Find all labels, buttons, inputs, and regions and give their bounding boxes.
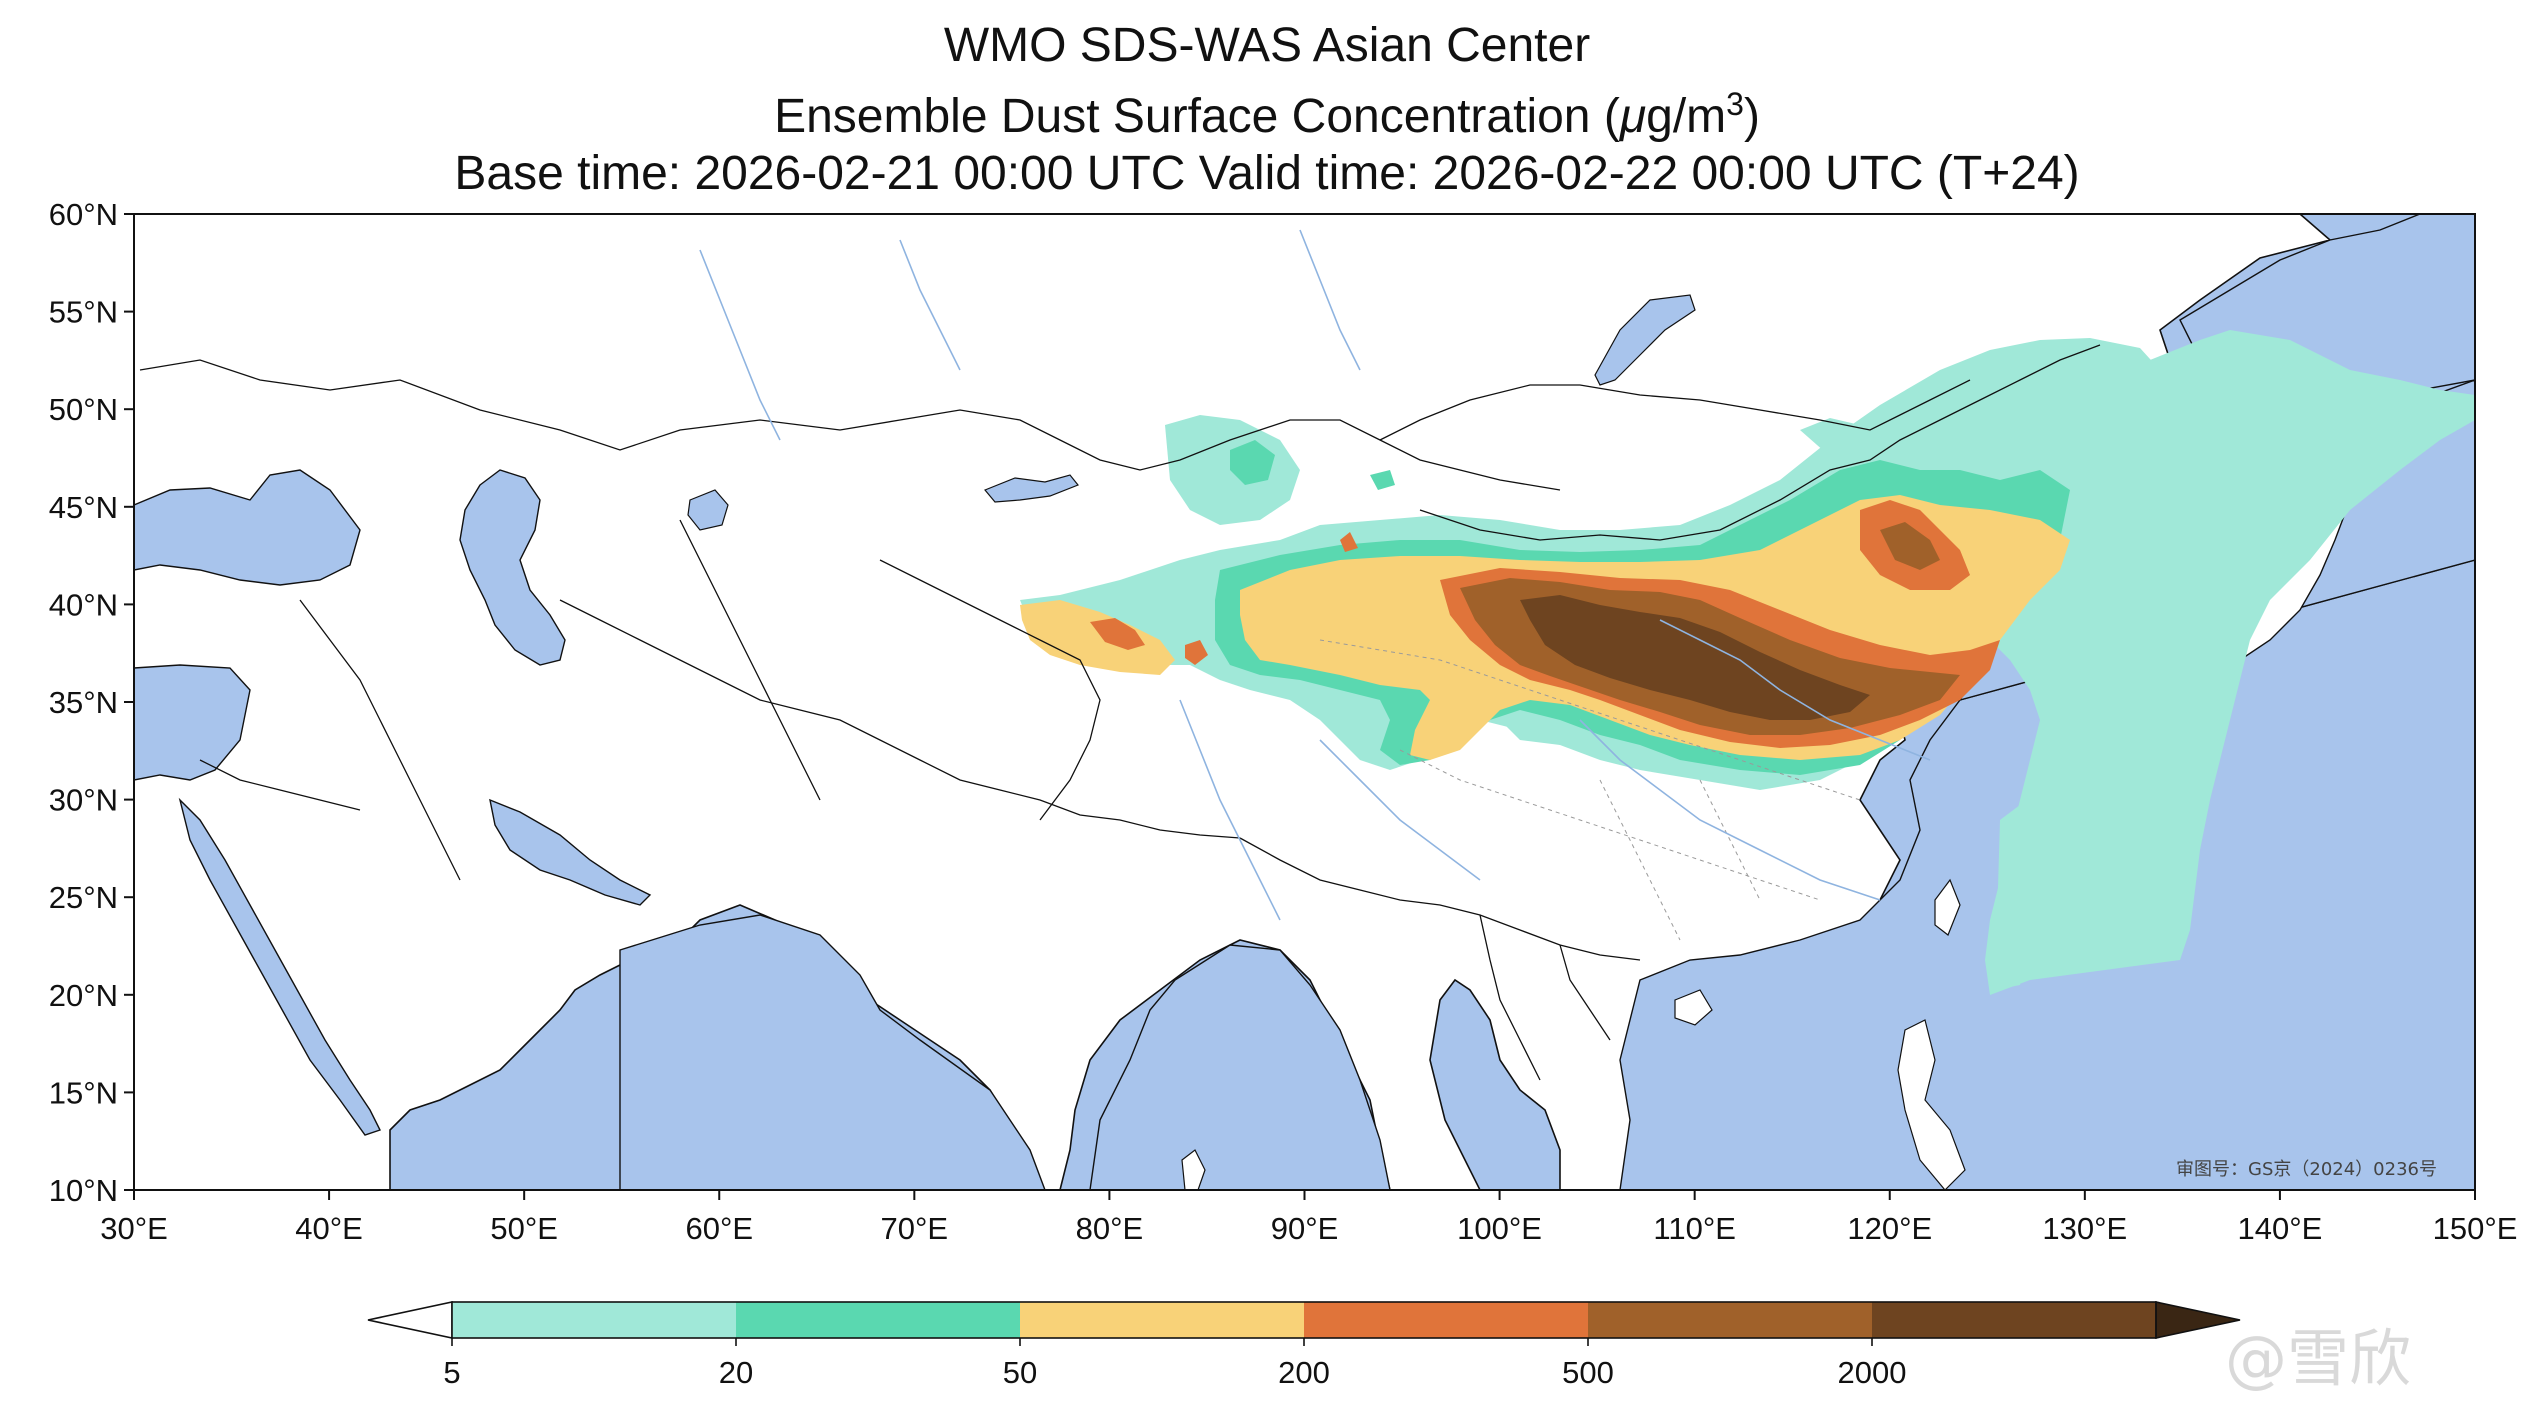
persian-gulf: [489, 798, 652, 906]
lat-tick-label: 45°N: [49, 490, 118, 525]
title-variable-mu: μ: [1619, 90, 1647, 143]
dust-200-500-small: [1340, 532, 1358, 552]
dust-field: [1020, 330, 2475, 995]
colorbar-swatch: [736, 1302, 1021, 1338]
colorbar-label: 200: [1278, 1355, 1330, 1390]
lon-tick-label: 50°E: [490, 1211, 558, 1246]
colorbar-swatch: [1872, 1302, 2157, 1338]
sri-lanka: [1181, 1149, 1206, 1190]
lon-tick-label: 110°E: [1653, 1211, 1736, 1246]
lon-tick-label: 120°E: [1847, 1211, 1932, 1246]
lat-tick-label: 35°N: [49, 685, 118, 720]
aral-sea: [687, 489, 729, 531]
dust-50-200-west: [1020, 600, 1175, 675]
title-variable: Ensemble Dust Surface Concentration (μg/…: [0, 86, 2534, 144]
title-main: WMO SDS-WAS Asian Center: [943, 19, 1591, 72]
title-variable-sup: 3: [1726, 86, 1744, 122]
lat-tick-label: 60°N: [49, 197, 118, 232]
title-variable-suffix: ): [1743, 90, 1760, 143]
colorbar-swatch: [1020, 1302, 1305, 1338]
dust-5-20-east: [1970, 330, 2475, 995]
lat-tick-label: 25°N: [49, 880, 118, 915]
lon-tick-label: 70°E: [881, 1211, 949, 1246]
colorbar-label: 20: [719, 1355, 753, 1390]
dust-20-50-kazakh: [1230, 440, 1275, 485]
lon-tick-label: 150°E: [2433, 1211, 2518, 1246]
lon-tick-label: 30°E: [100, 1211, 168, 1246]
taiwan: [1934, 878, 1961, 936]
dust-5-20-sea: [1995, 760, 2100, 990]
bay-of-bengal: [1089, 944, 1391, 1190]
lat-tick-label: 30°N: [49, 783, 118, 818]
rivers: [699, 229, 1931, 921]
title-variable-unit: g/m: [1646, 90, 1727, 143]
lon-tick-label: 40°E: [295, 1211, 363, 1246]
watermark-text: @雪欣: [2225, 1322, 2411, 1395]
black-sea: [134, 469, 361, 586]
arabian-sea: [619, 914, 1046, 1190]
hainan: [1674, 989, 1713, 1026]
dust-200-500-west2: [1185, 640, 1208, 665]
latitude-axis: 60°N 55°N 50°N 45°N 40°N 35°N 30°N 25°N 20°N 15°N…: [49, 197, 134, 1208]
dust-200-500-west: [1090, 618, 1145, 650]
lon-tick-label: 90°E: [1271, 1211, 1339, 1246]
lat-tick-label: 40°N: [49, 587, 118, 622]
colorbar-label: 50: [1003, 1355, 1037, 1390]
dust-20-50-lake: [1370, 470, 1395, 490]
colorbar-label: 5: [443, 1355, 460, 1390]
lat-tick-label: 20°N: [49, 978, 118, 1013]
colorbar-swatch: [1304, 1302, 1589, 1338]
colorbar-swatch: [452, 1302, 737, 1338]
map-approval-note: 审图号：GS京（2024）0236号: [2176, 1159, 2437, 1180]
lake-balkhash: [984, 474, 1079, 503]
lat-tick-label: 15°N: [49, 1075, 118, 1110]
country-borders: [139, 344, 2101, 1081]
red-sea: [178, 797, 381, 1136]
title-times: Base time: 2026-02-21 00:00 UTC Valid ti…: [454, 147, 2080, 200]
lat-tick-label: 10°N: [49, 1173, 118, 1208]
philippines: [1897, 1019, 1966, 1190]
caspian-sea: [459, 469, 566, 666]
lon-tick-label: 100°E: [1457, 1211, 1542, 1246]
lon-tick-label: 60°E: [685, 1211, 753, 1246]
colorbar: 5 20 50 200 500 2000: [367, 1301, 2241, 1390]
lon-tick-label: 140°E: [2238, 1211, 2323, 1246]
dust-500-2000-north: [1880, 522, 1940, 570]
lat-tick-label: 55°N: [49, 295, 118, 330]
lat-tick-label: 50°N: [49, 392, 118, 427]
colorbar-lower-extend: [367, 1301, 453, 1339]
dust-5-20-mongolia-north: [1800, 418, 1860, 452]
lon-tick-label: 130°E: [2042, 1211, 2127, 1246]
colorbar-label: 2000: [1838, 1355, 1907, 1390]
colorbar-swatch: [1588, 1302, 1873, 1338]
dust-2000-plus: [1520, 595, 1870, 720]
colorbar-label: 500: [1562, 1355, 1614, 1390]
title-variable-prefix: Ensemble Dust Surface Concentration (: [774, 90, 1620, 143]
lon-tick-label: 80°E: [1076, 1211, 1144, 1246]
map-area: 审图号：GS京（2024）0236号: [134, 214, 2475, 1190]
lake-baikal: [1594, 294, 1696, 386]
mediterranean: [134, 664, 251, 781]
longitude-axis: 30°E 40°E 50°E 60°E 70°E 80°E 90°E 100°E 110°E 12…: [100, 1190, 2517, 1246]
province-borders: [1319, 639, 1861, 941]
